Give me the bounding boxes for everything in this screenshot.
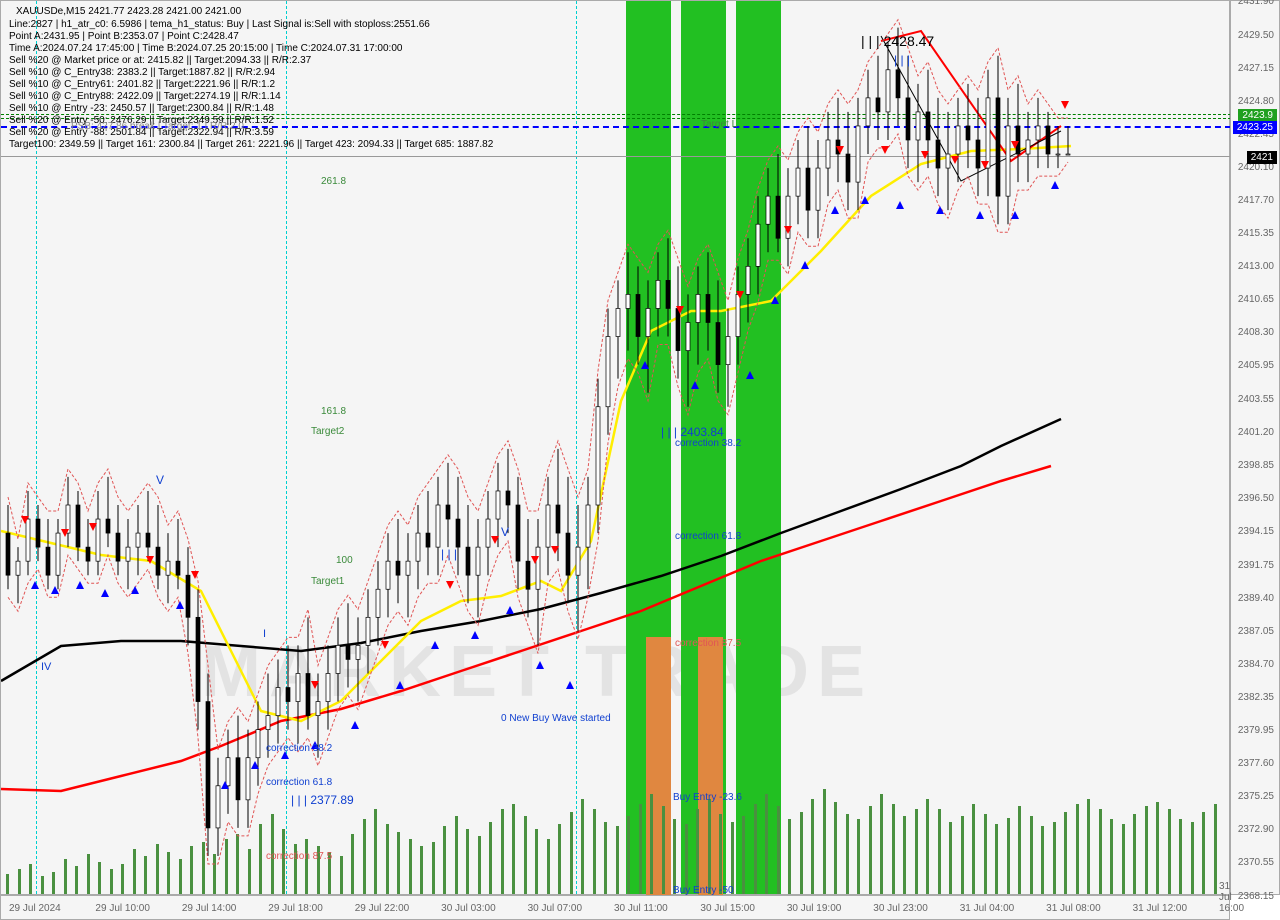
- corr-618: correction 61.8: [675, 531, 741, 542]
- wave-V: V: [156, 473, 164, 487]
- wave-label-high: | | | 2428.47: [861, 33, 934, 49]
- label-target2: Target2: [311, 426, 344, 437]
- corr-382-2: correction 38.2: [266, 743, 332, 754]
- new-buy: 0 New Buy Wave started: [501, 713, 611, 724]
- price-current: 2421: [1247, 151, 1277, 164]
- x-axis: 29 Jul 202429 Jul 10:0029 Jul 14:0029 Ju…: [0, 895, 1230, 920]
- corr-618-2: correction 61.8: [266, 777, 332, 788]
- chart-title: XAUUSDe,M15 2421.77 2423.28 2421.00 2421…: [16, 6, 241, 17]
- gray-line: [1, 156, 1231, 157]
- y-axis: 2431.902429.502427.152424.802422.452420.…: [1230, 0, 1280, 895]
- wave-I: I: [263, 628, 266, 640]
- wave-V-2: V: [501, 525, 509, 539]
- label-100: 100: [336, 555, 353, 566]
- psb-line: PSB: 427.86 break | Target: 1 | R/R:2.0: [71, 121, 244, 132]
- corr-875-2: correction 87.5: [266, 851, 332, 862]
- corr-875: correction 87.5: [675, 638, 741, 649]
- corr-382: correction 38.2: [675, 438, 741, 449]
- label-target-l: Target L: [701, 119, 737, 130]
- price-blue: 2423.25: [1233, 121, 1277, 134]
- wave-marker-III: | | |: [894, 53, 910, 67]
- buy-entry-236: Buy Entry -23.6: [673, 792, 742, 803]
- label-161-8: 161.8: [321, 406, 346, 417]
- wave-IV: IV: [41, 661, 51, 673]
- wave-label-low: | | | 2377.89: [291, 793, 354, 807]
- wave-label-mid: | | | 2403.84: [661, 425, 724, 439]
- chart-area[interactable]: MARKET TRADE XAUUSDe,M15 2421.77 2423.28…: [0, 0, 1230, 895]
- label-target1: Target1: [311, 576, 344, 587]
- wave-III-2: | | |: [441, 547, 457, 561]
- label-261-8: 261.8: [321, 176, 346, 187]
